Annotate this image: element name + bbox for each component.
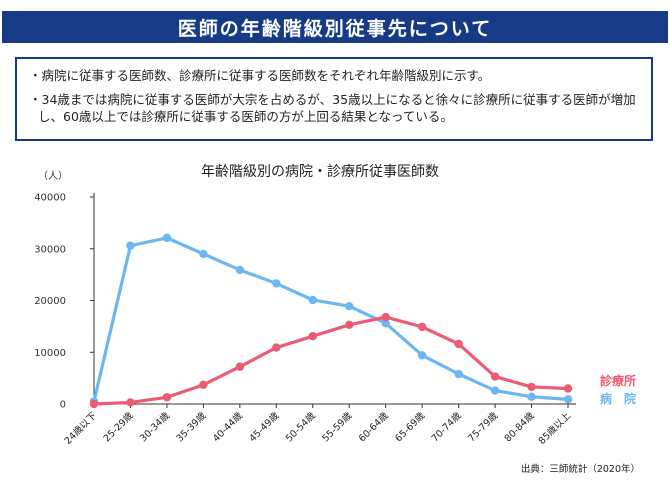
x-tick-label: 80-84歳 — [502, 409, 537, 444]
data-point — [454, 369, 463, 379]
series-hospital — [89, 233, 573, 406]
y-tick-label: 40000 — [34, 193, 66, 204]
data-point — [527, 382, 536, 392]
title-banner: 医師の年齢階級別従事先について — [2, 11, 668, 43]
series-line — [92, 236, 569, 402]
data-point — [272, 343, 281, 352]
data-point — [199, 249, 208, 259]
data-point — [308, 332, 317, 341]
data-point — [381, 312, 390, 322]
y-tick-label: 0 — [60, 400, 66, 411]
line-chart: 年齢階級別の病院・診療所従事医師数 （人） 0 10000 20000 30000 40… — [34, 163, 640, 475]
data-point — [381, 319, 390, 328]
data-point — [345, 320, 354, 330]
data-point — [162, 233, 172, 243]
data-point — [417, 351, 427, 360]
x-tick-label: 70-74歳 — [429, 409, 464, 444]
y-tick-label: 20000 — [34, 296, 66, 307]
data-point — [345, 301, 354, 311]
summary-bullet-1: ・病院に従事する医師数、診療所に従事する医師数をそれぞれ年齢階級別に示す。 — [29, 68, 491, 83]
data-point — [308, 295, 317, 305]
data-point — [126, 241, 135, 250]
series-clinic — [89, 312, 573, 409]
data-point — [417, 322, 427, 332]
y-axis-unit-label: （人） — [38, 170, 68, 182]
data-point — [89, 399, 99, 409]
legend-label-clinic: 診療所 — [600, 373, 636, 388]
x-tick-label: 60-64歳 — [356, 409, 391, 444]
x-tick-label: 35-39歳 — [174, 409, 209, 444]
chart-axes — [93, 193, 576, 405]
y-tick-label: 30000 — [34, 244, 66, 255]
series-layer — [89, 233, 573, 409]
x-tick-label: 50-54歳 — [283, 409, 318, 444]
data-point — [235, 265, 245, 275]
x-tick-label: 40-44歳 — [210, 409, 245, 444]
summary-bullet-2: ・34歳までは病院に従事する医師が大宗を占めるが、35歳以上になると徐々に診療所… — [29, 92, 636, 124]
data-point — [272, 279, 281, 288]
x-tick-label: 75-79歳 — [465, 409, 500, 444]
y-axis-ticks: 0 10000 20000 30000 40000 — [34, 193, 94, 411]
data-point — [527, 392, 536, 401]
data-point — [490, 386, 500, 395]
data-point — [563, 384, 573, 393]
x-tick-label: 85歳以上 — [536, 409, 574, 447]
x-tick-label: 30-34歳 — [137, 409, 172, 444]
y-tick-label: 10000 — [34, 348, 66, 359]
series-line — [93, 315, 569, 406]
data-point — [563, 395, 573, 404]
summary-box: ・病院に従事する医師数、診療所に従事する医師数をそれぞれ年齢階級別に示す。 ・3… — [15, 57, 653, 141]
x-tick-label: 65-69歳 — [393, 409, 428, 444]
data-point — [235, 362, 245, 371]
chart-container: 年齢階級別の病院・診療所従事医師数 （人） 0 10000 20000 30000 40… — [0, 150, 670, 500]
x-tick-label: 25-29歳 — [101, 409, 136, 444]
data-point — [490, 372, 500, 381]
chart-title: 年齢階級別の病院・診療所従事医師数 — [201, 163, 439, 180]
data-point — [199, 380, 208, 390]
x-axis-ticks: 24歳以下 25-29歳 30-34歳 35-39歳 40-44歳 45-49歳 50-54… — [62, 404, 574, 447]
x-tick-label: 45-49歳 — [247, 409, 282, 444]
data-point — [126, 398, 135, 407]
source-note: 出典：三師統計（2020年） — [521, 463, 640, 475]
page-title: 医師の年齢階級別従事先について — [177, 17, 493, 40]
data-point — [454, 339, 463, 349]
x-tick-label: 24歳以下 — [62, 410, 99, 447]
data-point — [162, 393, 172, 402]
legend-label-hospital: 病 院 — [600, 391, 636, 406]
x-tick-label: 55-59歳 — [320, 409, 355, 444]
